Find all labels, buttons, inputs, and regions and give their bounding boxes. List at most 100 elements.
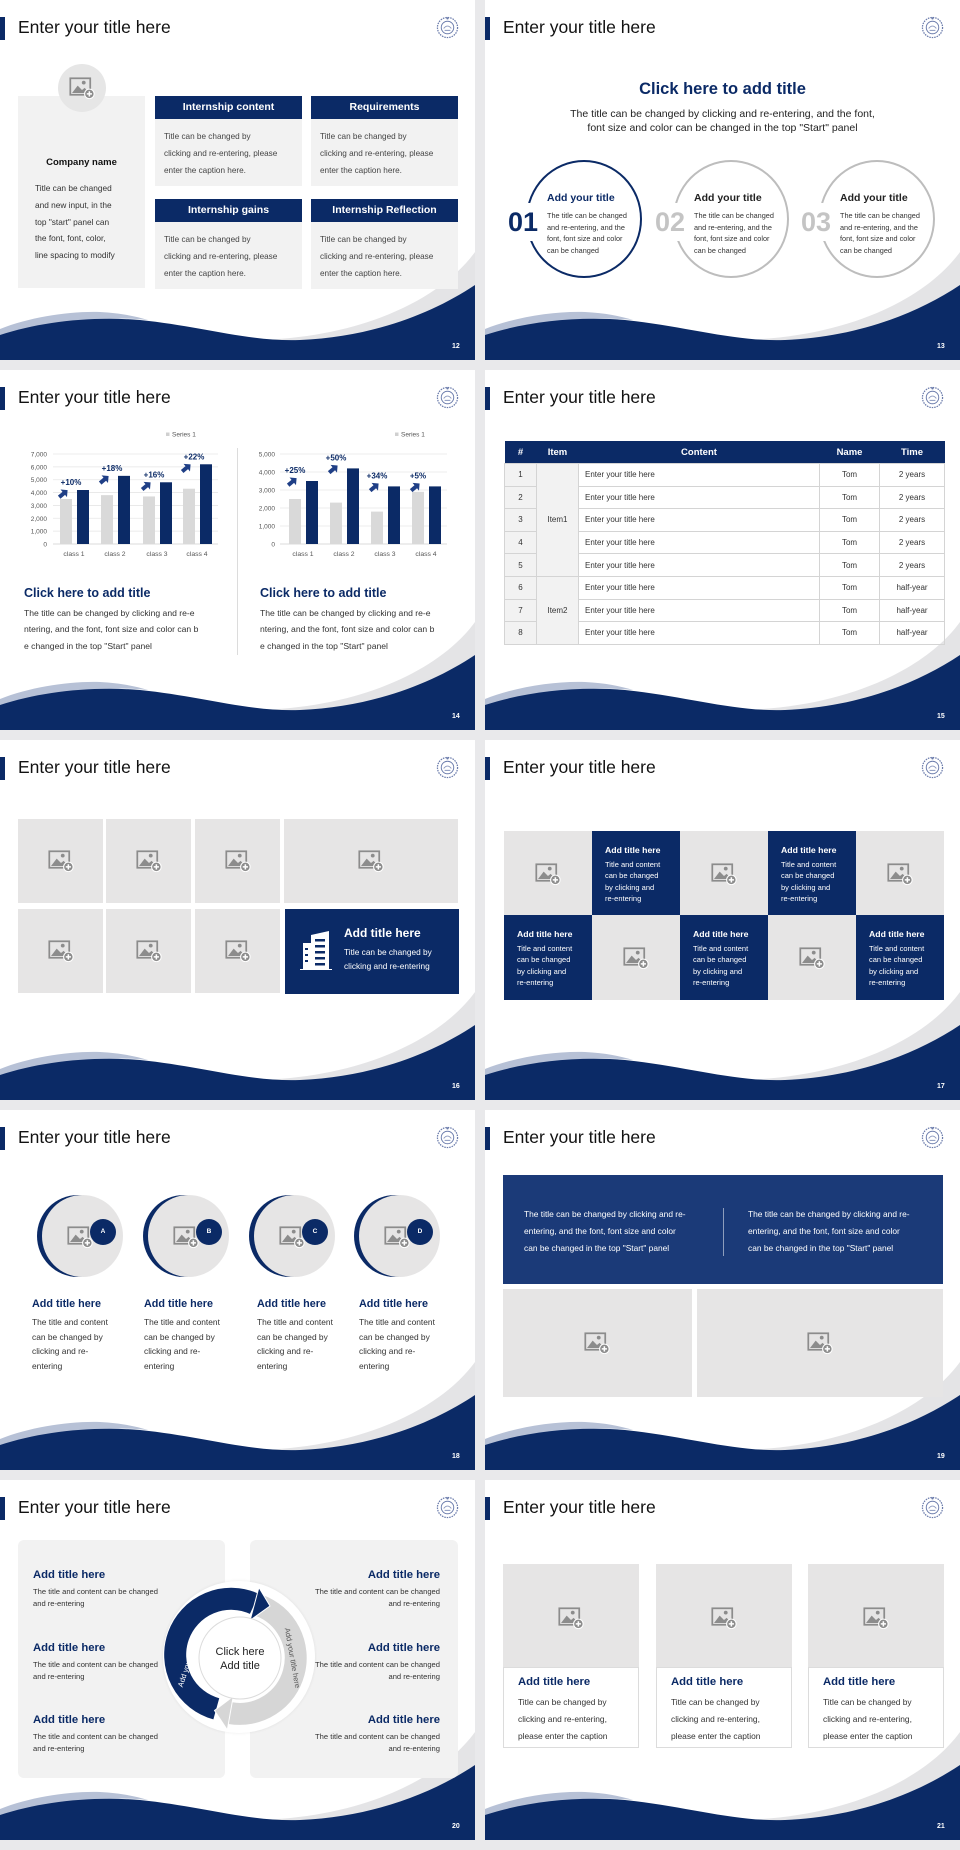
- item-title: Add title here: [144, 1298, 213, 1310]
- item-body: The title and content can be changed by cl…: [359, 1315, 435, 1373]
- slide-13[interactable]: Enter your title here Click here to add t…: [485, 0, 960, 360]
- item-body-line: and re-entering: [33, 1599, 85, 1608]
- image-add-icon: [224, 940, 251, 963]
- footer-wave: [485, 0, 960, 360]
- slide-14[interactable]: Enter your title here 0 1,000 2,000 3,000 4,0…: [0, 370, 475, 730]
- slide-21[interactable]: Enter your title here Add title here Title…: [485, 1480, 960, 1840]
- image-add-icon: [358, 850, 384, 873]
- x-tick-label: class 4: [415, 551, 436, 558]
- footer-wave: [485, 1110, 960, 1470]
- card-body-line: Title can be changed by: [671, 1697, 760, 1707]
- image-placeholder[interactable]: [106, 909, 191, 993]
- arrow-up-right-icon: [286, 477, 297, 487]
- image-placeholder[interactable]: [18, 909, 103, 993]
- arrow-up-right-icon: [180, 463, 191, 474]
- item-body: The title and content can be changed and …: [33, 1731, 158, 1756]
- column-header[interactable]: Item: [536, 441, 579, 464]
- content-cell[interactable]: Enter your title here: [578, 463, 820, 487]
- company-name: Company name: [46, 157, 117, 168]
- slide-12[interactable]: Enter your title here Company name Title c…: [0, 0, 475, 360]
- content-cell[interactable]: Enter your title here: [578, 575, 820, 600]
- image-add-icon: [558, 1607, 584, 1630]
- y-tick-label: 7,000: [31, 452, 48, 459]
- step-body-line: The title can be changed: [694, 211, 774, 220]
- slide-15[interactable]: Enter your title here # Item Content Name Tim…: [485, 370, 960, 730]
- company-image-circle[interactable]: [58, 64, 106, 112]
- column-header[interactable]: Time: [879, 441, 945, 464]
- slide-19[interactable]: Enter your title here The title can be ch…: [485, 1110, 960, 1470]
- name-cell: Tom: [819, 485, 880, 510]
- cycle-diagram: [164, 1586, 307, 1732]
- arrow-up-right-icon: [98, 475, 109, 485]
- tile-body-line: Title and content: [693, 943, 749, 953]
- card-title: Add title here: [823, 1676, 896, 1688]
- card-body-text: Title can be changed by clicking and re-e…: [320, 231, 433, 282]
- step-body-line: and re-entering, and the: [547, 222, 625, 232]
- image-placeholder[interactable]: [106, 819, 191, 903]
- step-body-line: and re-entering, and the: [840, 222, 918, 232]
- content-cell[interactable]: Enter your title here: [578, 598, 820, 623]
- image-placeholder[interactable]: [592, 915, 680, 1000]
- image-placeholder[interactable]: [808, 1564, 944, 1667]
- slide-18[interactable]: Enter your title here A Add title here The …: [0, 1110, 475, 1470]
- item-body-line: can be changed by: [32, 1331, 103, 1342]
- item-body: The title and content can be changed and …: [33, 1659, 158, 1684]
- image-placeholder[interactable]: [195, 909, 280, 993]
- image-placeholder[interactable]: [768, 915, 856, 1000]
- image-add-icon: [807, 1332, 833, 1355]
- content-cell[interactable]: Enter your title here: [578, 530, 820, 555]
- card-body-text-line: enter the caption here.: [320, 166, 402, 175]
- image-placeholder[interactable]: [195, 819, 280, 903]
- slide-title: Enter your title here: [18, 757, 171, 777]
- panel-body-line: e changed in the top "Start" panel: [260, 640, 388, 651]
- content-cell[interactable]: Enter your title here: [578, 485, 820, 510]
- column-header[interactable]: Content: [578, 441, 820, 464]
- x-tick-label: class 4: [186, 551, 207, 558]
- y-tick-label: 4,000: [31, 490, 48, 497]
- content-cell[interactable]: Enter your title here: [578, 508, 820, 532]
- tile-body: Title and content can be changed by clicki…: [693, 943, 748, 989]
- table-row: 6 Item2 Enter your title here Tom half-year: [504, 575, 945, 645]
- image-placeholder[interactable]: [680, 831, 768, 916]
- content-cell[interactable]: Enter your title here: [578, 553, 820, 577]
- image-placeholder[interactable]: [504, 831, 592, 916]
- item-body: The title and content can be changed and …: [33, 1586, 158, 1611]
- band-text-line: The title can be changed by clicking and…: [524, 1208, 686, 1219]
- image-placeholder[interactable]: [284, 819, 458, 903]
- column-header[interactable]: #: [504, 441, 537, 464]
- row-number: 6: [504, 575, 537, 600]
- image-placeholder[interactable]: [18, 819, 103, 903]
- card-header: [155, 96, 302, 119]
- step-body-line: The title can be changed: [547, 211, 627, 220]
- tile-body: Title and content can be changed by clicki…: [517, 943, 572, 989]
- legend-marker: [166, 432, 170, 436]
- school-seal-logo: [921, 386, 944, 409]
- image-placeholder[interactable]: [856, 831, 944, 916]
- tile-body-line: re-entering: [693, 978, 730, 987]
- x-tick-label: class 1: [292, 551, 313, 558]
- slide-title: Enter your title here: [503, 17, 656, 37]
- badge-letter: B: [206, 1228, 212, 1235]
- image-placeholder[interactable]: [503, 1289, 692, 1397]
- step-body-line: and re-entering, and the: [694, 222, 772, 232]
- title-accent-bar: [0, 17, 5, 40]
- image-placeholder[interactable]: [697, 1289, 943, 1397]
- image-placeholder[interactable]: [656, 1564, 792, 1667]
- step-title: Add your title: [547, 192, 615, 204]
- bar-series-1: [412, 491, 424, 544]
- image-add-icon: [224, 850, 251, 873]
- company-body-line: line spacing to modify: [35, 250, 115, 261]
- column-header[interactable]: Name: [819, 441, 880, 464]
- badge: [196, 1219, 222, 1245]
- feature-title: Add title here: [344, 926, 421, 940]
- slide-17[interactable]: Enter your title here Add title here Title…: [485, 740, 960, 1100]
- slide-16[interactable]: Enter your title here Add title here Titl…: [0, 740, 475, 1100]
- content-cell[interactable]: Enter your title here: [578, 621, 820, 645]
- step-title: Add your title: [840, 192, 908, 204]
- slide-20[interactable]: Enter your title here Add title here The t…: [0, 1480, 475, 1840]
- arrow-up-right-icon: [57, 489, 68, 499]
- x-tick-label: class 3: [374, 551, 395, 558]
- footer-wave: [485, 370, 960, 730]
- y-tick-label: 6,000: [31, 464, 48, 471]
- image-placeholder[interactable]: [503, 1564, 639, 1667]
